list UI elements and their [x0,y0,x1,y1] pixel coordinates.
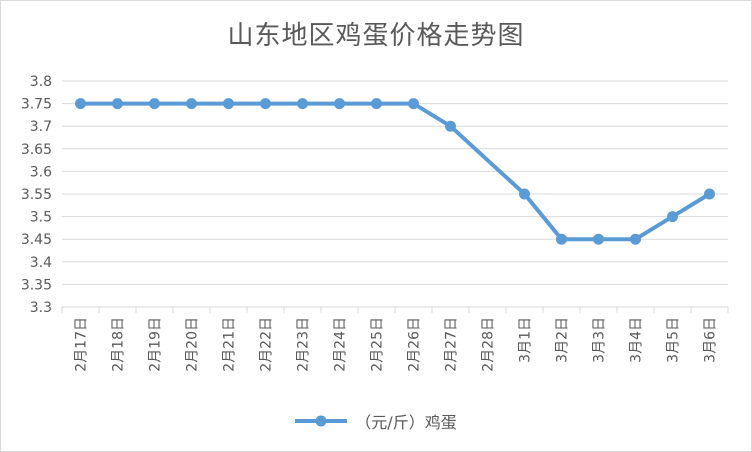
data-point [149,98,160,110]
x-tick-label: 2月18日 [111,317,127,372]
legend: （元/斤）鸡蛋 [1,409,751,433]
x-tick-label: 2月21日 [222,317,238,372]
y-tick-label: 3.7 [30,119,52,135]
y-tick-label: 3.5 [30,210,52,226]
x-tick-label: 3月4日 [629,317,645,363]
y-tick-label: 3.4 [30,255,52,271]
data-point [297,98,308,110]
line-chart: 3.8 3.75 3.7 3.65 3.6 3.55 3.5 3.45 3.4 3.35 3.3 2… [21,74,729,372]
data-point [519,188,530,200]
data-point [630,233,641,245]
x-tick-label: 3月2日 [555,317,571,363]
x-tick-label: 3月1日 [518,317,534,363]
x-tick-label: 3月6日 [703,317,719,363]
data-point [704,188,715,200]
data-point [260,98,271,110]
chart-title: 山东地区鸡蛋价格走势图 [227,21,525,51]
gridlines [61,80,729,313]
data-point [112,98,123,110]
x-tick-label: 2月19日 [148,317,164,372]
x-tick-label: 2月23日 [296,317,312,372]
x-tick-label: 2月26日 [407,317,423,372]
x-tick-label: 2月17日 [74,317,90,372]
x-axis-ticks: 2月17日 2月18日 2月19日 2月20日 2月21日 2月22日 2月23日 2月24日… [74,317,719,372]
y-axis-ticks: 3.8 3.75 3.7 3.65 3.6 3.55 3.5 3.45 3.4 3.35 3.3 [21,74,52,316]
x-tick-label: 2月24日 [333,317,349,372]
y-tick-label: 3.65 [21,142,52,158]
y-tick-label: 3.35 [21,277,52,293]
y-tick-label: 3.45 [21,232,52,248]
x-tick-label: 2月22日 [259,317,275,372]
series-points [75,98,715,245]
data-point [186,98,197,110]
legend-label: （元/斤）鸡蛋 [355,413,457,432]
x-tick-label: 2月20日 [185,317,201,372]
data-point [371,98,382,110]
x-tick-label: 2月28日 [481,317,497,372]
x-tick-label: 2月25日 [370,317,386,372]
data-point [593,233,604,245]
x-tick-label: 3月5日 [666,317,682,363]
data-point [408,98,419,110]
y-tick-label: 3.6 [30,164,52,180]
y-tick-label: 3.55 [21,187,52,203]
legend-swatch [295,415,348,427]
data-point [334,98,345,110]
x-tick-label: 2月27日 [444,317,460,372]
y-tick-label: 3.3 [30,300,52,316]
data-point [556,233,567,245]
x-tick-label: 3月3日 [592,317,608,363]
data-point [445,120,456,132]
data-point [75,98,86,110]
data-point [223,98,234,110]
y-tick-label: 3.75 [21,97,52,113]
data-point [667,211,678,223]
y-tick-label: 3.8 [30,74,52,90]
